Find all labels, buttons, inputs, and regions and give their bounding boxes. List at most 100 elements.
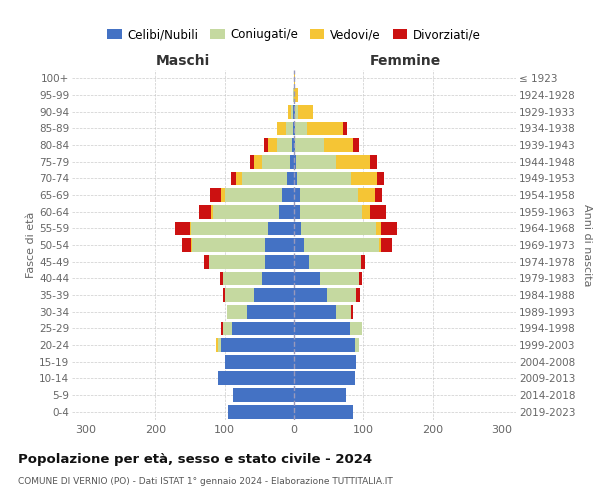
Bar — [224, 288, 254, 302]
Bar — [293, 122, 294, 135]
Bar — [182, 238, 191, 252]
Bar — [298, 105, 313, 118]
Bar — [221, 188, 224, 202]
Bar — [375, 188, 382, 202]
Bar — [335, 305, 351, 318]
Bar — [290, 105, 293, 118]
Bar — [223, 272, 262, 285]
Bar — [295, 122, 307, 135]
Bar — [353, 138, 359, 152]
Bar — [362, 205, 370, 218]
Bar — [288, 105, 290, 118]
Bar — [191, 238, 192, 252]
Bar — [232, 322, 294, 335]
Bar — [242, 172, 287, 185]
Bar — [175, 222, 190, 235]
Y-axis label: Anni di nascita: Anni di nascita — [582, 204, 592, 286]
Bar — [262, 155, 290, 168]
Bar — [370, 155, 377, 168]
Bar — [356, 288, 360, 302]
Bar — [301, 222, 376, 235]
Bar — [220, 272, 223, 285]
Bar — [254, 155, 262, 168]
Bar — [294, 238, 304, 252]
Bar — [294, 88, 298, 102]
Bar — [231, 172, 236, 185]
Bar — [294, 155, 296, 168]
Bar — [227, 305, 247, 318]
Text: Popolazione per età, sesso e stato civile - 2024: Popolazione per età, sesso e stato civil… — [18, 452, 372, 466]
Legend: Celibi/Nubili, Coniugati/e, Vedovi/e, Divorziati/e: Celibi/Nubili, Coniugati/e, Vedovi/e, Di… — [103, 24, 485, 46]
Bar — [294, 205, 299, 218]
Text: Maschi: Maschi — [156, 54, 210, 68]
Bar — [236, 172, 242, 185]
Text: Femmine: Femmine — [370, 54, 440, 68]
Bar — [381, 238, 392, 252]
Bar — [199, 205, 211, 218]
Bar — [190, 222, 191, 235]
Bar — [294, 388, 346, 402]
Bar — [286, 122, 293, 135]
Bar — [294, 355, 356, 368]
Bar — [351, 172, 377, 185]
Bar — [359, 272, 362, 285]
Bar — [328, 288, 356, 302]
Bar — [382, 222, 397, 235]
Bar — [223, 288, 224, 302]
Bar — [224, 188, 281, 202]
Bar — [337, 155, 370, 168]
Bar — [294, 272, 320, 285]
Y-axis label: Fasce di età: Fasce di età — [26, 212, 36, 278]
Bar — [294, 188, 299, 202]
Bar — [294, 122, 295, 135]
Bar — [279, 205, 294, 218]
Bar — [294, 138, 295, 152]
Bar — [294, 322, 349, 335]
Bar — [262, 272, 294, 285]
Bar — [297, 172, 351, 185]
Bar — [211, 205, 213, 218]
Bar — [204, 255, 209, 268]
Bar — [287, 172, 294, 185]
Text: COMUNE DI VERNIO (PO) - Dati ISTAT 1° gennaio 2024 - Elaborazione TUTTITALIA.IT: COMUNE DI VERNIO (PO) - Dati ISTAT 1° ge… — [18, 478, 393, 486]
Bar — [294, 172, 297, 185]
Bar — [294, 255, 309, 268]
Bar — [376, 222, 382, 235]
Bar — [217, 338, 218, 352]
Bar — [281, 188, 294, 202]
Bar — [358, 188, 375, 202]
Bar — [292, 138, 294, 152]
Bar — [210, 188, 221, 202]
Bar — [224, 355, 294, 368]
Bar — [351, 305, 353, 318]
Bar — [221, 338, 294, 352]
Bar — [277, 138, 292, 152]
Bar — [247, 305, 294, 318]
Bar — [218, 338, 221, 352]
Bar — [296, 155, 337, 168]
Bar — [250, 155, 254, 168]
Bar — [209, 255, 265, 268]
Bar — [264, 138, 268, 152]
Bar — [191, 222, 268, 235]
Bar — [294, 305, 335, 318]
Bar — [254, 288, 294, 302]
Bar — [295, 138, 324, 152]
Bar — [192, 238, 265, 252]
Bar — [277, 122, 286, 135]
Bar — [228, 405, 294, 418]
Bar — [293, 88, 294, 102]
Bar — [265, 255, 294, 268]
Bar — [320, 272, 359, 285]
Bar — [268, 222, 294, 235]
Bar — [379, 238, 381, 252]
Bar — [265, 238, 294, 252]
Bar — [294, 72, 295, 85]
Bar — [299, 188, 358, 202]
Bar — [294, 338, 355, 352]
Bar — [294, 372, 355, 385]
Bar — [294, 222, 301, 235]
Bar — [223, 322, 232, 335]
Bar — [309, 255, 361, 268]
Bar — [377, 172, 384, 185]
